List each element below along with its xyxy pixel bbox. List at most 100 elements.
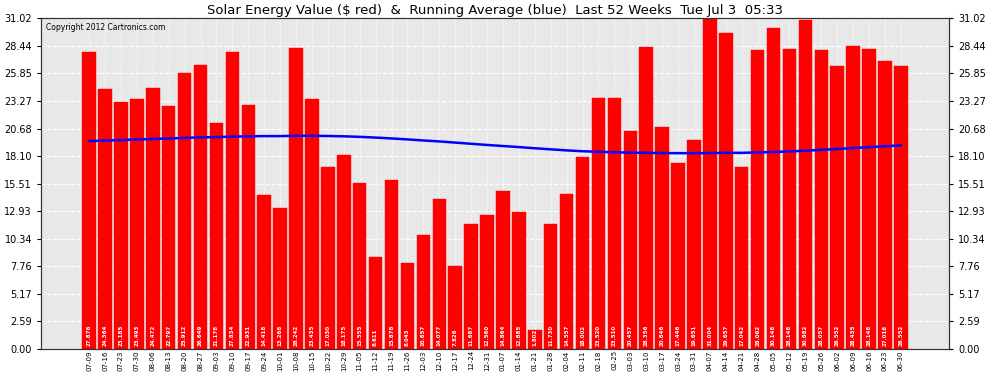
- Bar: [750, 50, 764, 349]
- Bar: [544, 224, 557, 349]
- Bar: [289, 48, 303, 349]
- Bar: [257, 195, 271, 349]
- Text: 23.493: 23.493: [135, 324, 140, 346]
- Bar: [242, 105, 255, 349]
- Bar: [226, 52, 240, 349]
- Text: 22.797: 22.797: [166, 324, 171, 346]
- Bar: [735, 167, 748, 349]
- Text: 15.555: 15.555: [357, 324, 362, 346]
- Bar: [576, 157, 589, 349]
- Bar: [130, 99, 144, 349]
- Title: Solar Energy Value ($ red)  &  Running Average (blue)  Last 52 Weeks  Tue Jul 3 : Solar Energy Value ($ red) & Running Ave…: [207, 4, 783, 17]
- Text: 29.657: 29.657: [724, 324, 729, 346]
- Bar: [719, 33, 733, 349]
- Text: 22.931: 22.931: [246, 325, 250, 346]
- Bar: [815, 50, 828, 349]
- Text: 24.472: 24.472: [150, 324, 155, 346]
- Text: 17.030: 17.030: [326, 325, 331, 346]
- Text: 17.446: 17.446: [675, 324, 680, 346]
- Bar: [401, 263, 414, 349]
- Text: 25.912: 25.912: [182, 325, 187, 346]
- Bar: [321, 168, 335, 349]
- Text: 30.148: 30.148: [771, 324, 776, 346]
- Text: 23.520: 23.520: [596, 325, 601, 346]
- Bar: [114, 102, 128, 349]
- Text: 27.876: 27.876: [86, 324, 92, 346]
- Bar: [385, 180, 398, 349]
- Text: 13.268: 13.268: [277, 324, 282, 346]
- Bar: [146, 88, 159, 349]
- Bar: [480, 215, 494, 349]
- Bar: [655, 127, 669, 349]
- Text: 31.004: 31.004: [708, 325, 713, 346]
- Text: 11.687: 11.687: [468, 324, 473, 346]
- Text: 8.043: 8.043: [405, 328, 410, 346]
- Text: 19.651: 19.651: [691, 324, 697, 346]
- Bar: [353, 183, 366, 349]
- Text: 17.042: 17.042: [740, 325, 744, 346]
- Text: 30.882: 30.882: [803, 324, 808, 346]
- Bar: [592, 98, 605, 349]
- Text: Copyright 2012 Cartronics.com: Copyright 2012 Cartronics.com: [46, 23, 165, 32]
- Bar: [162, 106, 175, 349]
- Bar: [98, 89, 112, 349]
- Bar: [640, 47, 653, 349]
- Bar: [305, 99, 319, 349]
- Bar: [703, 18, 717, 349]
- Text: 28.057: 28.057: [819, 324, 824, 346]
- Bar: [831, 66, 844, 349]
- Text: 11.730: 11.730: [548, 325, 553, 346]
- Bar: [82, 52, 96, 349]
- Text: 14.864: 14.864: [501, 324, 506, 346]
- Text: 15.878: 15.878: [389, 324, 394, 346]
- Text: 27.834: 27.834: [230, 324, 235, 346]
- Text: 14.557: 14.557: [564, 324, 569, 346]
- Text: 23.510: 23.510: [612, 325, 617, 346]
- Bar: [608, 98, 621, 349]
- Bar: [512, 211, 526, 349]
- Bar: [194, 65, 207, 349]
- Text: 28.356: 28.356: [644, 324, 648, 346]
- Text: 20.457: 20.457: [628, 324, 633, 346]
- Text: 26.552: 26.552: [835, 324, 840, 346]
- Bar: [496, 190, 510, 349]
- Text: 28.242: 28.242: [293, 325, 299, 346]
- Text: 1.802: 1.802: [533, 328, 538, 346]
- Bar: [417, 236, 430, 349]
- Text: 27.018: 27.018: [882, 325, 887, 346]
- Text: 7.826: 7.826: [452, 328, 457, 346]
- Text: 8.611: 8.611: [373, 328, 378, 346]
- Text: 28.148: 28.148: [866, 324, 871, 346]
- Bar: [878, 61, 892, 349]
- Text: 23.435: 23.435: [310, 324, 315, 346]
- Text: 20.846: 20.846: [659, 324, 664, 346]
- Bar: [369, 257, 382, 349]
- Text: 21.178: 21.178: [214, 325, 219, 346]
- Bar: [671, 163, 685, 349]
- Text: 14.418: 14.418: [261, 324, 266, 346]
- Bar: [862, 49, 876, 349]
- Bar: [464, 224, 478, 349]
- Text: 28.062: 28.062: [755, 325, 760, 346]
- Bar: [799, 20, 812, 349]
- Bar: [894, 66, 908, 349]
- Text: 26.552: 26.552: [898, 324, 904, 346]
- Text: 10.657: 10.657: [421, 324, 426, 346]
- Text: 12.885: 12.885: [517, 324, 522, 346]
- Text: 23.185: 23.185: [119, 324, 124, 346]
- Text: 26.649: 26.649: [198, 324, 203, 346]
- Bar: [846, 46, 860, 349]
- Text: 18.002: 18.002: [580, 325, 585, 346]
- Bar: [624, 131, 637, 349]
- Bar: [337, 155, 350, 349]
- Bar: [178, 73, 191, 349]
- Text: 28.148: 28.148: [787, 324, 792, 346]
- Text: 12.560: 12.560: [484, 325, 489, 346]
- Bar: [433, 199, 446, 349]
- Text: 24.364: 24.364: [103, 324, 108, 346]
- Bar: [528, 330, 542, 349]
- Bar: [560, 194, 573, 349]
- Bar: [210, 123, 223, 349]
- Bar: [687, 140, 701, 349]
- Bar: [767, 28, 780, 349]
